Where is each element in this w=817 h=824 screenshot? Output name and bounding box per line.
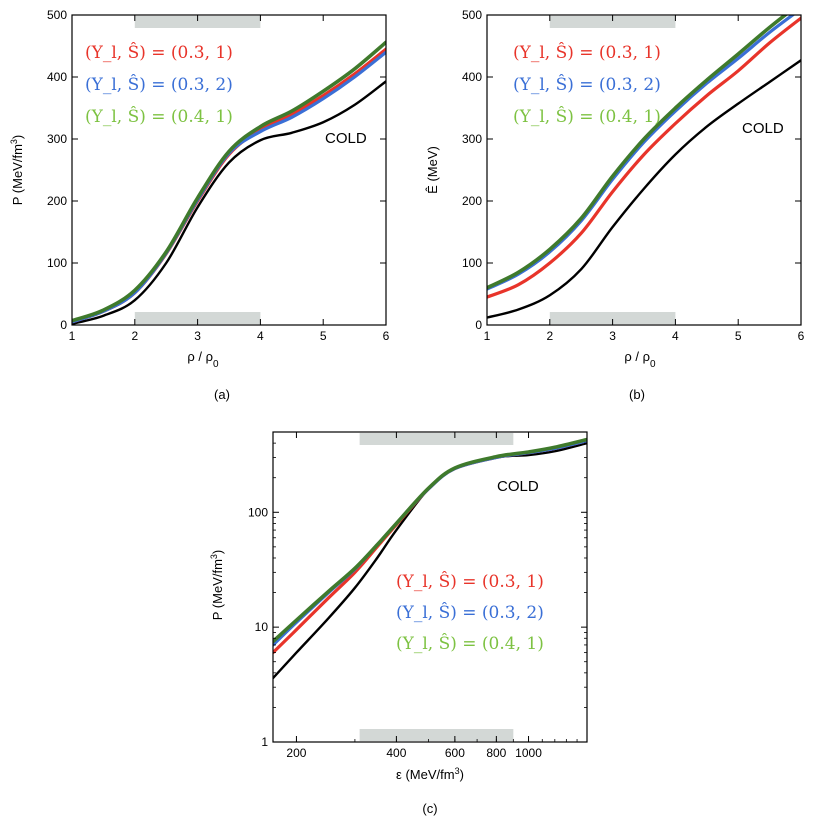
band-top — [359, 433, 514, 445]
cold-label: COLD — [742, 120, 784, 137]
series-group — [487, 15, 801, 319]
y-axis-label: Ê (MeV) — [425, 146, 440, 194]
series-line-green — [273, 437, 587, 644]
x-tick-label: 400 — [386, 746, 406, 760]
y-tick-label: 0 — [475, 318, 482, 332]
x-tick-label: 1 — [484, 329, 491, 343]
band-top — [549, 16, 676, 28]
series-line-red — [487, 16, 801, 299]
band-bottom — [359, 729, 514, 741]
band-top — [134, 16, 261, 28]
y-tick-label: 0 — [60, 318, 67, 332]
legend-blue: (Y_l, Ŝ) = (0.3, 2) — [85, 74, 233, 95]
caption-b: (b) — [629, 387, 645, 402]
x-axis-label: ε (MeV/fm3) — [396, 766, 464, 782]
caption-c: (c) — [422, 801, 437, 816]
x-axis-label: ρ / ρ0 — [187, 349, 219, 370]
legend-green: (Y_l, Ŝ) = (0.4, 1) — [513, 106, 661, 127]
y-tick-label: 1 — [261, 735, 268, 749]
plot-frame — [486, 14, 802, 326]
y-tick-label: 500 — [47, 8, 67, 22]
legend-red: (Y_l, Ŝ) = (0.3, 1) — [513, 42, 661, 63]
series-line-blue — [487, 15, 796, 291]
x-axis-label: ρ / ρ0 — [624, 349, 656, 370]
y-tick-label: 400 — [462, 70, 482, 84]
legend-blue: (Y_l, Ŝ) = (0.3, 2) — [396, 602, 544, 623]
x-tick-label: 200 — [286, 746, 306, 760]
x-tick-label: 5 — [320, 329, 327, 343]
y-tick-label: 300 — [462, 132, 482, 146]
x-tick-label: 3 — [194, 329, 201, 343]
y-axis-label: P (MeV/fm3) — [209, 550, 225, 621]
y-tick-label: 100 — [248, 505, 268, 519]
legend-green: (Y_l, Ŝ) = (0.4, 1) — [85, 106, 233, 127]
x-tick-label: 1000 — [515, 746, 542, 760]
y-tick-label: 200 — [462, 194, 482, 208]
series-line-cold — [487, 59, 801, 319]
y-axis-label: P (MeV/fm3) — [9, 135, 25, 206]
y-tick-label: 100 — [462, 256, 482, 270]
x-tick-label: 4 — [672, 329, 679, 343]
series-line-green — [72, 40, 386, 323]
y-tick-label: 300 — [47, 132, 67, 146]
plot-frame — [272, 431, 588, 743]
x-tick-label: 1 — [69, 329, 76, 343]
x-tick-label: 3 — [609, 329, 616, 343]
x-tick-label: 600 — [445, 746, 465, 760]
y-tick-label: 100 — [47, 256, 67, 270]
x-tick-label: 4 — [257, 329, 264, 343]
ticks: 200 400 600 800 1000 1 10 100 — [248, 431, 588, 760]
x-tick-label: 5 — [735, 329, 742, 343]
cold-label: COLD — [325, 130, 367, 147]
x-tick-label: 800 — [486, 746, 506, 760]
caption-a: (a) — [214, 387, 230, 402]
y-tick-label: 500 — [462, 8, 482, 22]
legend-red: (Y_l, Ŝ) = (0.3, 1) — [396, 571, 544, 592]
legend-blue: (Y_l, Ŝ) = (0.3, 2) — [513, 74, 661, 95]
series-line-cold — [72, 80, 386, 325]
band-bottom — [549, 312, 676, 324]
legend-green: (Y_l, Ŝ) = (0.4, 1) — [396, 633, 544, 654]
panel-a: 1 2 3 4 5 6 0 100 200 300 400 500 (Y_l, Ŝ) = (0.3, … — [9, 8, 390, 402]
ticks: 1 2 3 4 5 6 0 100 200 300 400 500 — [462, 8, 805, 343]
ticks: 1 2 3 4 5 6 0 100 200 300 400 500 — [47, 8, 390, 343]
x-tick-label: 6 — [798, 329, 805, 343]
panel-c: 200 400 600 800 1000 1 10 100 COLD (Y_l, Ŝ) = (… — [209, 431, 588, 816]
cold-label: COLD — [497, 478, 539, 495]
legend-red: (Y_l, Ŝ) = (0.3, 1) — [85, 42, 233, 63]
y-tick-label: 200 — [47, 194, 67, 208]
series-group — [72, 40, 386, 325]
x-tick-label: 6 — [383, 329, 390, 343]
series-line-green — [487, 15, 789, 290]
x-tick-label: 2 — [546, 329, 553, 343]
plot-frame — [71, 14, 387, 326]
x-tick-label: 2 — [131, 329, 138, 343]
panel-b: 1 2 3 4 5 6 0 100 200 300 400 500 (Y_l, Ŝ) = (0.3, … — [425, 8, 805, 402]
series-group — [273, 437, 587, 680]
y-tick-label: 10 — [255, 620, 269, 634]
band-bottom — [134, 312, 261, 324]
y-tick-label: 400 — [47, 70, 67, 84]
